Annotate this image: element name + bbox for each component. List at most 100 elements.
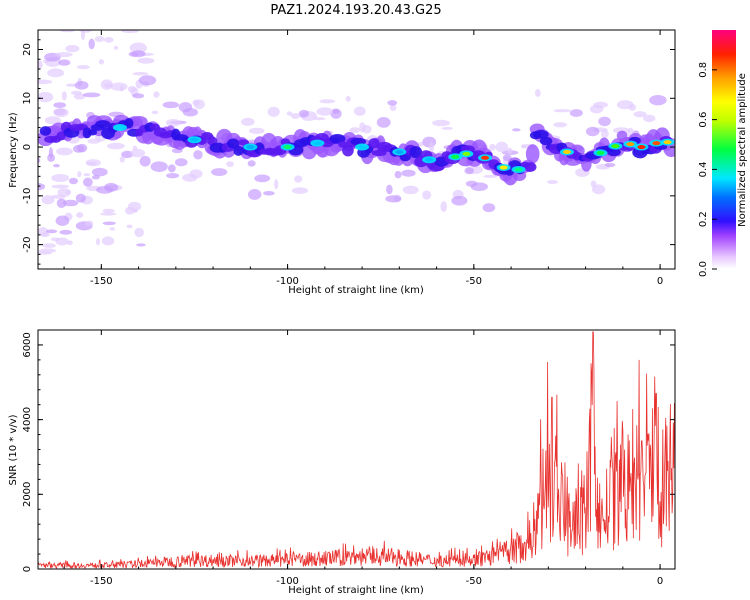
- heatmap-noise-blob: [110, 82, 128, 91]
- heatmap-noise-blob: [131, 13, 142, 21]
- heatmap-noise-blob: [38, 183, 46, 191]
- heatmap-hot-spot: [190, 137, 199, 142]
- heatmap-noise-blob: [55, 237, 69, 246]
- heatmap-noise-blob: [376, 116, 391, 128]
- heatmap-x-axis-label: Height of straight line (km): [288, 285, 424, 296]
- heatmap-noise-blob: [174, 158, 188, 167]
- heatmap-hot-spot: [637, 145, 646, 150]
- heatmap-core-blob: [95, 120, 111, 128]
- heatmap-noise-blob: [345, 96, 351, 102]
- heatmap-core-blob: [56, 131, 66, 141]
- snr-x-tick-label: -50: [466, 576, 482, 587]
- chart-title: PAZ1.2024.193.20.43.G25: [270, 3, 441, 18]
- heatmap-noise-blob: [319, 99, 336, 104]
- heatmap-noise-blob: [76, 143, 88, 153]
- heatmap-noise-blob: [535, 88, 541, 97]
- heatmap-noise-blob: [298, 109, 309, 118]
- heatmap-noise-blob: [124, 206, 135, 215]
- heatmap-noise-blob: [402, 185, 419, 195]
- heatmap-y-tick-label: -20: [22, 236, 33, 252]
- heatmap-noise-blob: [553, 122, 568, 128]
- heatmap-noise-blob: [286, 111, 293, 116]
- heatmap-noise-blob: [61, 91, 67, 101]
- heatmap-noise-blob: [569, 109, 583, 117]
- heatmap-noise-blob: [130, 148, 146, 158]
- heatmap-x-tick-label: -100: [276, 276, 299, 287]
- heatmap-noise-blob: [359, 122, 366, 133]
- heatmap-noise-blob: [102, 208, 115, 213]
- heatmap-noise-blob: [48, 147, 54, 159]
- heatmap-noise-blob: [226, 161, 235, 168]
- heatmap-noise-blob: [389, 104, 397, 111]
- heatmap-noise-blob: [116, 18, 132, 28]
- heatmap-noise-blob: [88, 38, 95, 50]
- colorbar: 0.0 0.2 0.4 0.6 0.8 Normalized spectral ampl…: [698, 30, 748, 277]
- heatmap-noise-blob: [73, 93, 86, 100]
- heatmap-hot-spot: [626, 142, 635, 147]
- heatmap-noise-blob: [482, 203, 496, 213]
- heatmap-y-axis-label: Frequency (Hz): [8, 112, 19, 188]
- heatmap-noise-blob: [553, 109, 571, 113]
- heatmap-band-blob: [131, 115, 148, 127]
- heatmap-noise-blob: [127, 85, 137, 93]
- heatmap-noise-blob: [132, 93, 145, 99]
- heatmap-noise-blob: [108, 13, 123, 24]
- heatmap-noise-blob: [76, 212, 84, 218]
- heatmap-noise-blob: [54, 51, 73, 58]
- heatmap-core-blob: [233, 145, 244, 156]
- snr-x-tick-label: 0: [657, 576, 663, 587]
- heatmap-noise-blob: [53, 102, 67, 109]
- heatmap-noise-blob: [109, 227, 115, 231]
- heatmap-noise-blob: [138, 75, 157, 86]
- heatmap-noise-blob: [41, 232, 50, 237]
- colorbar-gradient: [712, 30, 736, 269]
- heatmap-noise-blob: [98, 59, 105, 65]
- heatmap-hot-spot: [462, 151, 471, 156]
- heatmap-noise-blob: [55, 215, 70, 226]
- heatmap-noise-blob: [274, 179, 279, 190]
- heatmap-noise-blob: [65, 83, 77, 87]
- heatmap-noise-blob: [119, 156, 125, 163]
- heatmap-noise-blob: [96, 185, 114, 194]
- heatmap-y-tick-label: 10: [22, 92, 33, 105]
- heatmap-noise-blob: [42, 243, 56, 248]
- heatmap-noise-blob: [74, 80, 89, 90]
- heatmap-noise-blob: [56, 147, 73, 156]
- heatmap-noise-blob: [46, 229, 58, 234]
- colorbar-tick-label: 0.6: [698, 112, 709, 128]
- heatmap-noise-blob: [440, 201, 448, 212]
- heatmap-noise-blob: [290, 113, 301, 119]
- colorbar-tick-label: 0.2: [698, 211, 709, 227]
- heatmap-noise-blob: [38, 157, 41, 163]
- heatmap-noise-blob: [132, 71, 149, 76]
- heatmap-noise-blob: [101, 236, 115, 246]
- heatmap-core-blob: [238, 139, 250, 146]
- snr-panel: -150 -100 -50 0 0 2000 4000 6000 Height of str…: [8, 329, 676, 596]
- heatmap-noise-blob: [353, 106, 366, 116]
- heatmap-y-tick-label: -10: [22, 188, 33, 204]
- heatmap-band-blob: [525, 144, 540, 164]
- heatmap-noise-blob: [53, 164, 60, 168]
- heatmap-x-tick-label: 0: [657, 276, 663, 287]
- heatmap-noise-blob: [592, 184, 606, 195]
- snr-y-axis-label: SNR (10 * v/v): [8, 414, 19, 485]
- heatmap-noise-blob: [331, 109, 340, 114]
- heatmap-hot-spot: [596, 150, 605, 155]
- heatmap-noise-blob: [167, 164, 176, 173]
- heatmap-core-blob: [87, 129, 98, 136]
- heatmap-core-blob: [342, 144, 354, 157]
- snr-x-tick-label: -150: [90, 576, 113, 587]
- heatmap-noise-blob: [58, 59, 71, 66]
- snr-x-tick-label: -100: [276, 576, 299, 587]
- heatmap-noise-blob: [47, 68, 65, 78]
- heatmap-noise-blob: [51, 173, 70, 182]
- heatmap-blobs: [38, 11, 675, 255]
- heatmap-noise-blob: [76, 64, 90, 70]
- heatmap-noise-blob: [38, 60, 43, 70]
- heatmap-noise-blob: [103, 11, 116, 15]
- heatmap-noise-blob: [432, 119, 451, 127]
- heatmap-hot-spot: [358, 145, 367, 150]
- heatmap-noise-blob: [193, 150, 203, 160]
